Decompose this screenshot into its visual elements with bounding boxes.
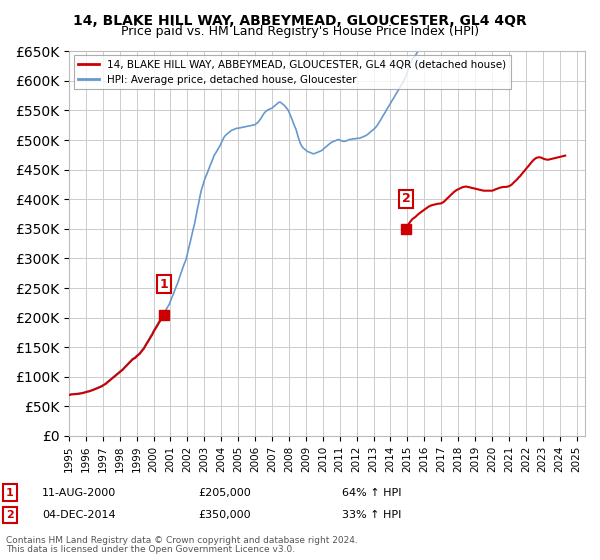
Text: £350,000: £350,000 [198,510,251,520]
Text: 1: 1 [160,278,168,291]
Legend: 14, BLAKE HILL WAY, ABBEYMEAD, GLOUCESTER, GL4 4QR (detached house), HPI: Averag: 14, BLAKE HILL WAY, ABBEYMEAD, GLOUCESTE… [74,55,511,88]
Text: 2: 2 [6,510,14,520]
Text: 04-DEC-2014: 04-DEC-2014 [42,510,116,520]
Text: 33% ↑ HPI: 33% ↑ HPI [342,510,401,520]
Text: 14, BLAKE HILL WAY, ABBEYMEAD, GLOUCESTER, GL4 4QR: 14, BLAKE HILL WAY, ABBEYMEAD, GLOUCESTE… [73,14,527,28]
Text: 11-AUG-2000: 11-AUG-2000 [42,488,116,498]
Text: Price paid vs. HM Land Registry's House Price Index (HPI): Price paid vs. HM Land Registry's House … [121,25,479,38]
Text: 1: 1 [6,488,14,498]
Text: Contains HM Land Registry data © Crown copyright and database right 2024.: Contains HM Land Registry data © Crown c… [6,536,358,545]
Text: £205,000: £205,000 [198,488,251,498]
Text: 64% ↑ HPI: 64% ↑ HPI [342,488,401,498]
Text: 2: 2 [401,192,410,205]
Text: This data is licensed under the Open Government Licence v3.0.: This data is licensed under the Open Gov… [6,544,295,554]
